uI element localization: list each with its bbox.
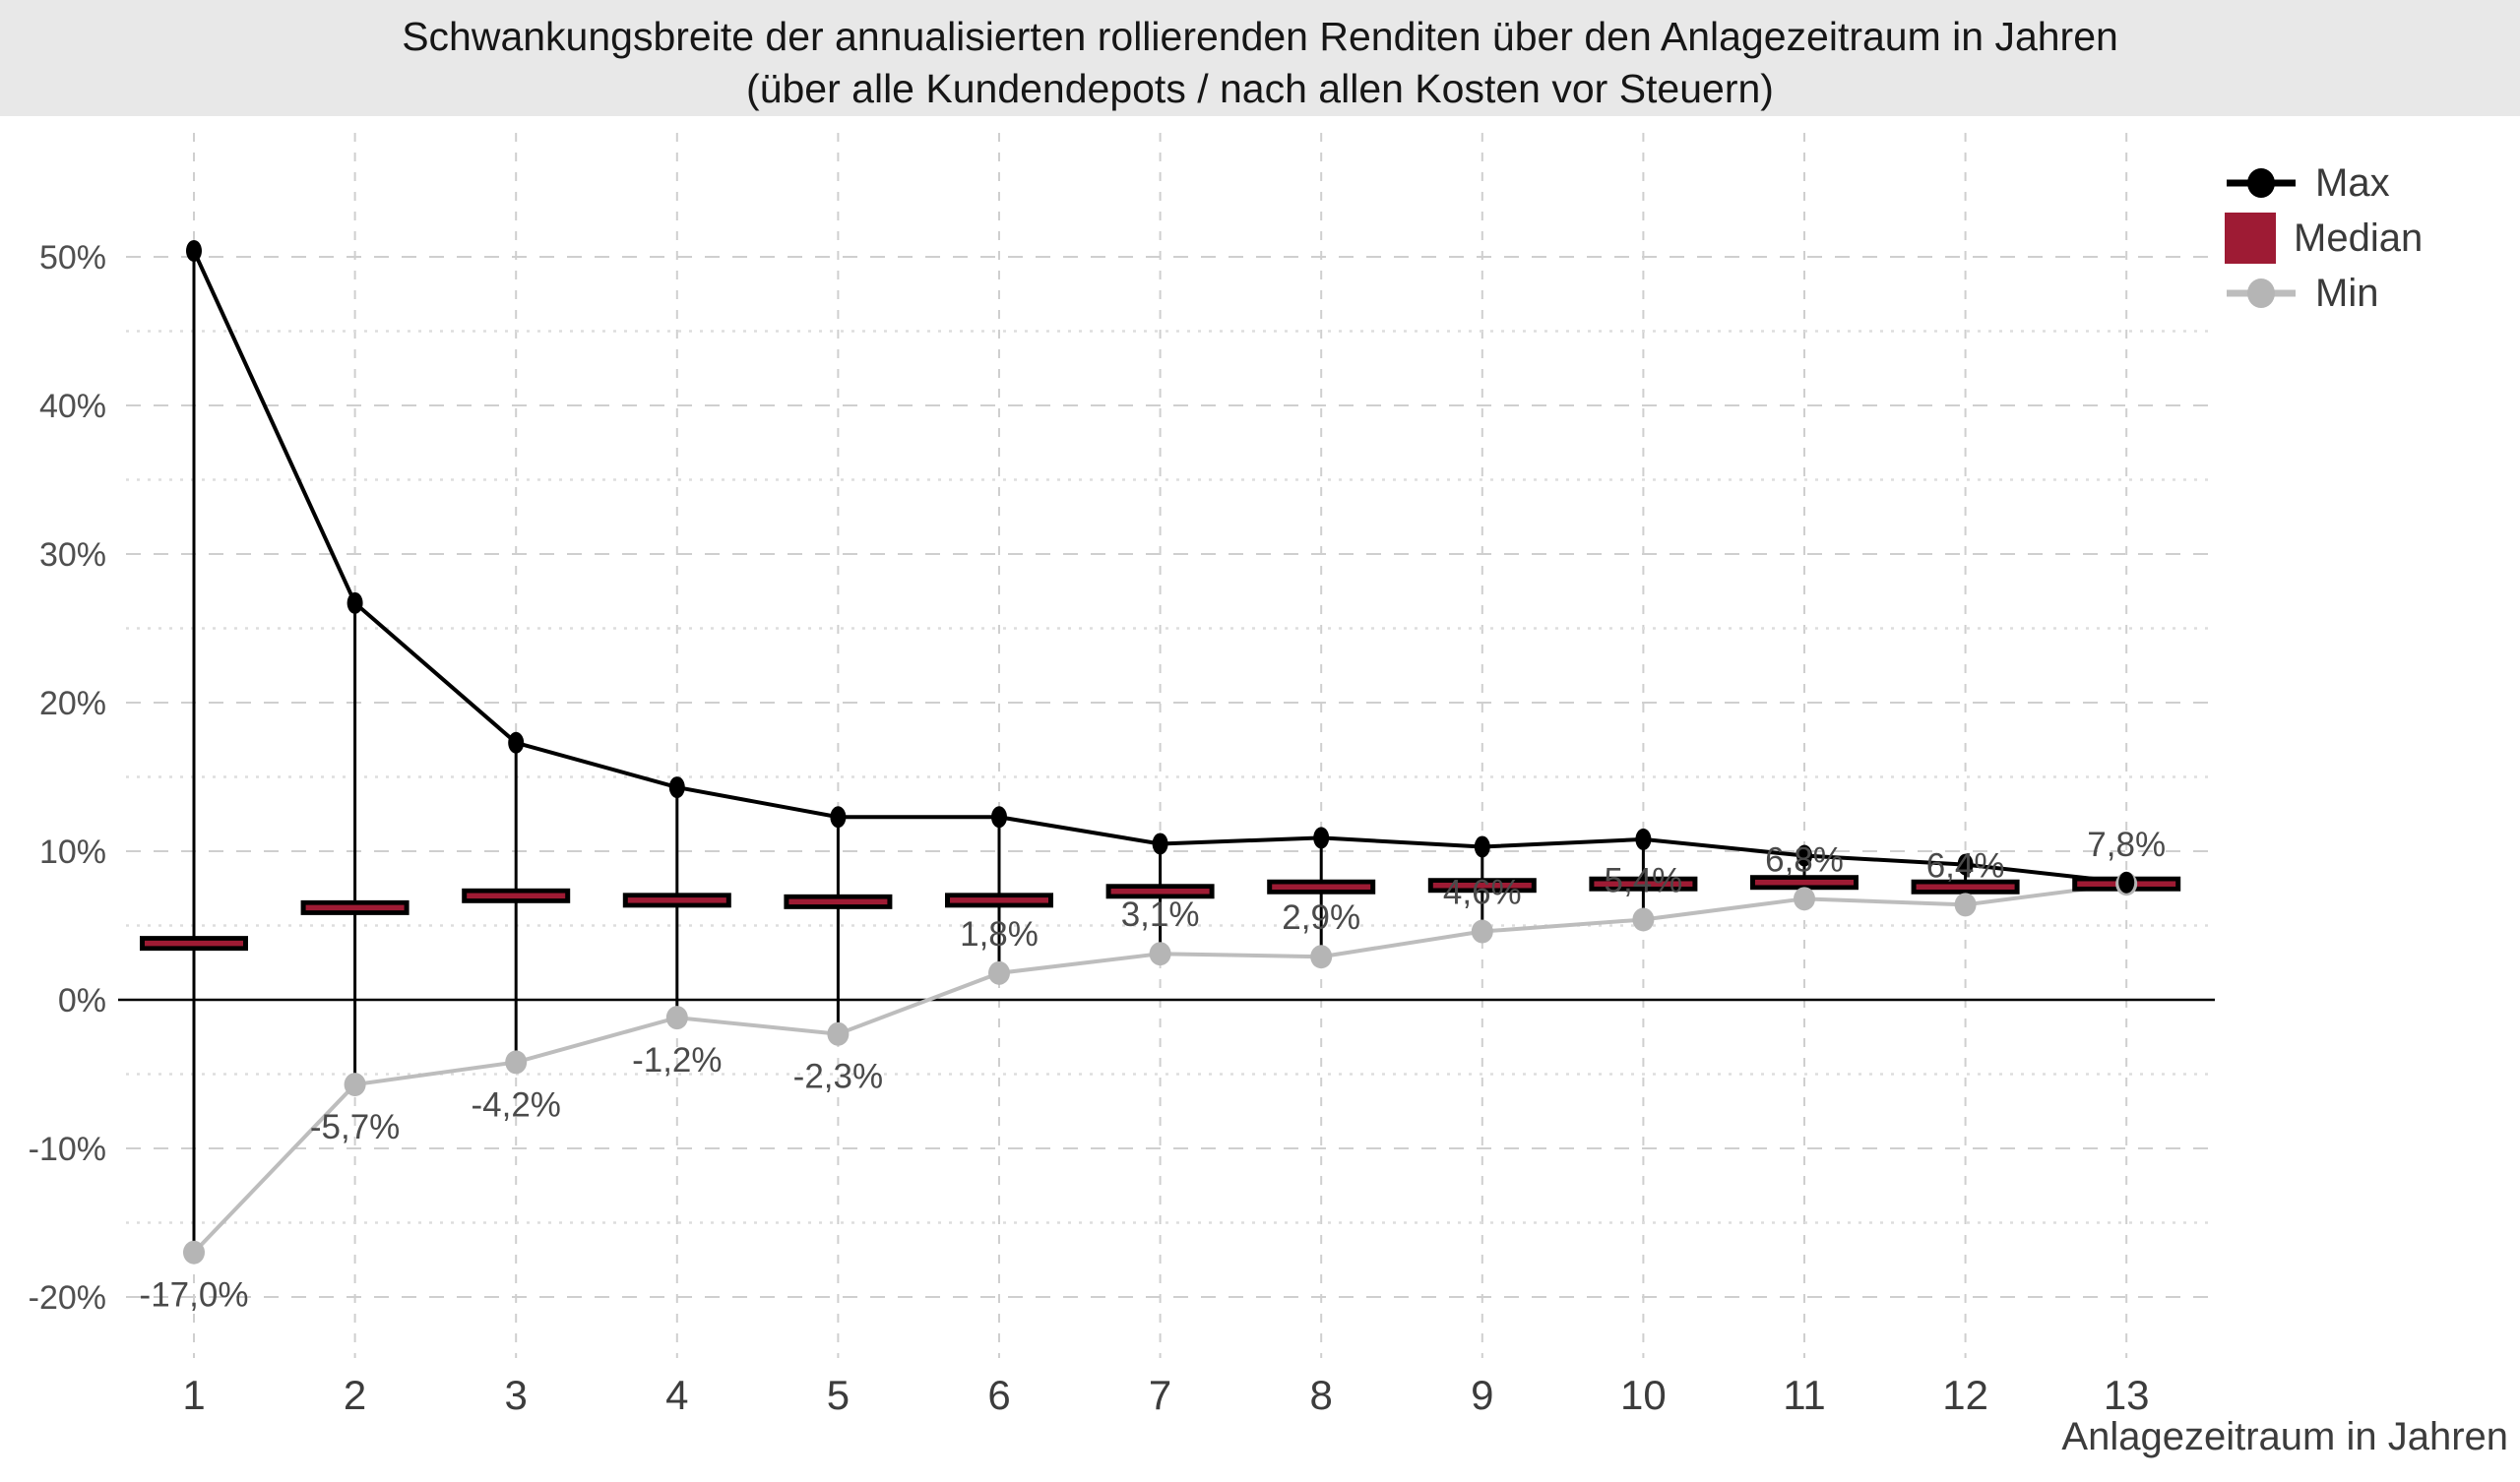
median-bar-core	[467, 893, 566, 899]
min-point	[505, 1050, 528, 1075]
y-tick-label: 30%	[39, 536, 106, 574]
chart-subtitle: (über alle Kundendepots / nach allen Kos…	[746, 66, 1774, 112]
min-point	[1471, 919, 1493, 944]
median-bar-core	[1272, 884, 1371, 890]
x-tick-label: 5	[827, 1372, 850, 1418]
y-tick-label: 20%	[39, 685, 106, 722]
median-bar-core	[950, 897, 1048, 903]
max-point	[1313, 827, 1330, 849]
min-point	[665, 1006, 688, 1030]
max-point	[186, 239, 202, 262]
legend-label-max: Max	[2315, 161, 2390, 205]
y-tick-label: -20%	[29, 1279, 106, 1317]
legend-label-min: Min	[2315, 272, 2379, 315]
min-value-label: 6,8%	[1765, 840, 1844, 879]
min-point	[1954, 893, 1977, 917]
x-tick-label: 3	[505, 1372, 528, 1418]
median-swatch-icon	[2225, 213, 2276, 264]
min-point	[1632, 907, 1655, 932]
x-tick-label: 4	[665, 1372, 688, 1418]
y-tick-label: 10%	[39, 834, 106, 871]
min-point	[183, 1240, 205, 1265]
legend-label-median: Median	[2294, 216, 2424, 260]
title-band: Schwankungsbreite der annualisierten rol…	[0, 0, 2520, 116]
x-tick-label: 9	[1471, 1372, 1493, 1418]
x-tick-label: 8	[1310, 1372, 1333, 1418]
min-point	[1149, 942, 1171, 966]
max-point	[2118, 871, 2135, 894]
y-tick-label: 40%	[39, 388, 106, 425]
chart-title: Schwankungsbreite der annualisierten rol…	[402, 14, 2118, 59]
min-value-label: 4,6%	[1443, 874, 1522, 912]
min-value-label: -4,2%	[471, 1085, 560, 1124]
x-tick-label: 1	[182, 1372, 205, 1418]
median-bar-core	[627, 897, 726, 903]
min-point	[827, 1021, 850, 1046]
legend-item-median: Median	[2225, 211, 2423, 266]
min-value-label: -2,3%	[793, 1058, 883, 1096]
min-value-label: -17,0%	[140, 1276, 249, 1315]
y-tick-label: 50%	[39, 239, 106, 277]
min-value-label: 7,8%	[2087, 826, 2166, 864]
min-value-label: 6,4%	[1926, 846, 2005, 885]
min-value-label: 3,1%	[1121, 895, 1200, 934]
min-line-dot-icon	[2227, 278, 2296, 308]
x-tick-label: 12	[1942, 1372, 1988, 1418]
median-bar-core	[1594, 881, 1693, 887]
max-point	[1796, 844, 1812, 867]
x-tick-label: 7	[1149, 1372, 1171, 1418]
min-point	[344, 1073, 366, 1097]
x-tick-label: 2	[344, 1372, 366, 1418]
max-point	[991, 806, 1007, 829]
min-point	[1794, 887, 1815, 911]
max-point	[1152, 833, 1168, 855]
median-bar-core	[1755, 879, 1854, 886]
max-point	[346, 591, 363, 614]
max-point	[1957, 853, 1974, 876]
median-bar-core	[1110, 889, 1210, 895]
min-point	[988, 960, 1010, 985]
max-point	[1635, 828, 1652, 850]
max-point	[1474, 835, 1490, 858]
y-tick-label: 0%	[58, 982, 106, 1019]
x-tick-label: 11	[1783, 1372, 1826, 1418]
x-tick-label: 13	[2104, 1372, 2150, 1418]
max-point	[508, 731, 525, 754]
min-point	[1310, 945, 1333, 969]
max-line-dot-icon	[2227, 168, 2296, 198]
max-point	[668, 776, 685, 799]
min-value-label: 2,9%	[1282, 898, 1360, 937]
legend-item-min: Min	[2225, 266, 2423, 321]
min-value-label: -1,2%	[632, 1041, 722, 1080]
median-bar-core	[1432, 882, 1532, 889]
x-tick-label: 10	[1620, 1372, 1667, 1418]
median-bar-core	[1916, 884, 2015, 890]
x-axis-title: Anlagezeitraum in Jahren	[2061, 1415, 2508, 1458]
median-bar-core	[145, 940, 243, 947]
median-bar-core	[788, 898, 888, 905]
min-value-label: 5,4%	[1605, 861, 1683, 899]
max-point	[830, 806, 847, 829]
x-tick-label: 6	[987, 1372, 1010, 1418]
min-value-label: 1,8%	[960, 915, 1039, 954]
min-value-label: -5,7%	[310, 1108, 400, 1146]
legend-item-max: Max	[2225, 155, 2423, 211]
legend: Max Median Min	[2225, 155, 2423, 321]
y-tick-label: -10%	[29, 1131, 106, 1168]
median-bar-core	[305, 904, 405, 911]
